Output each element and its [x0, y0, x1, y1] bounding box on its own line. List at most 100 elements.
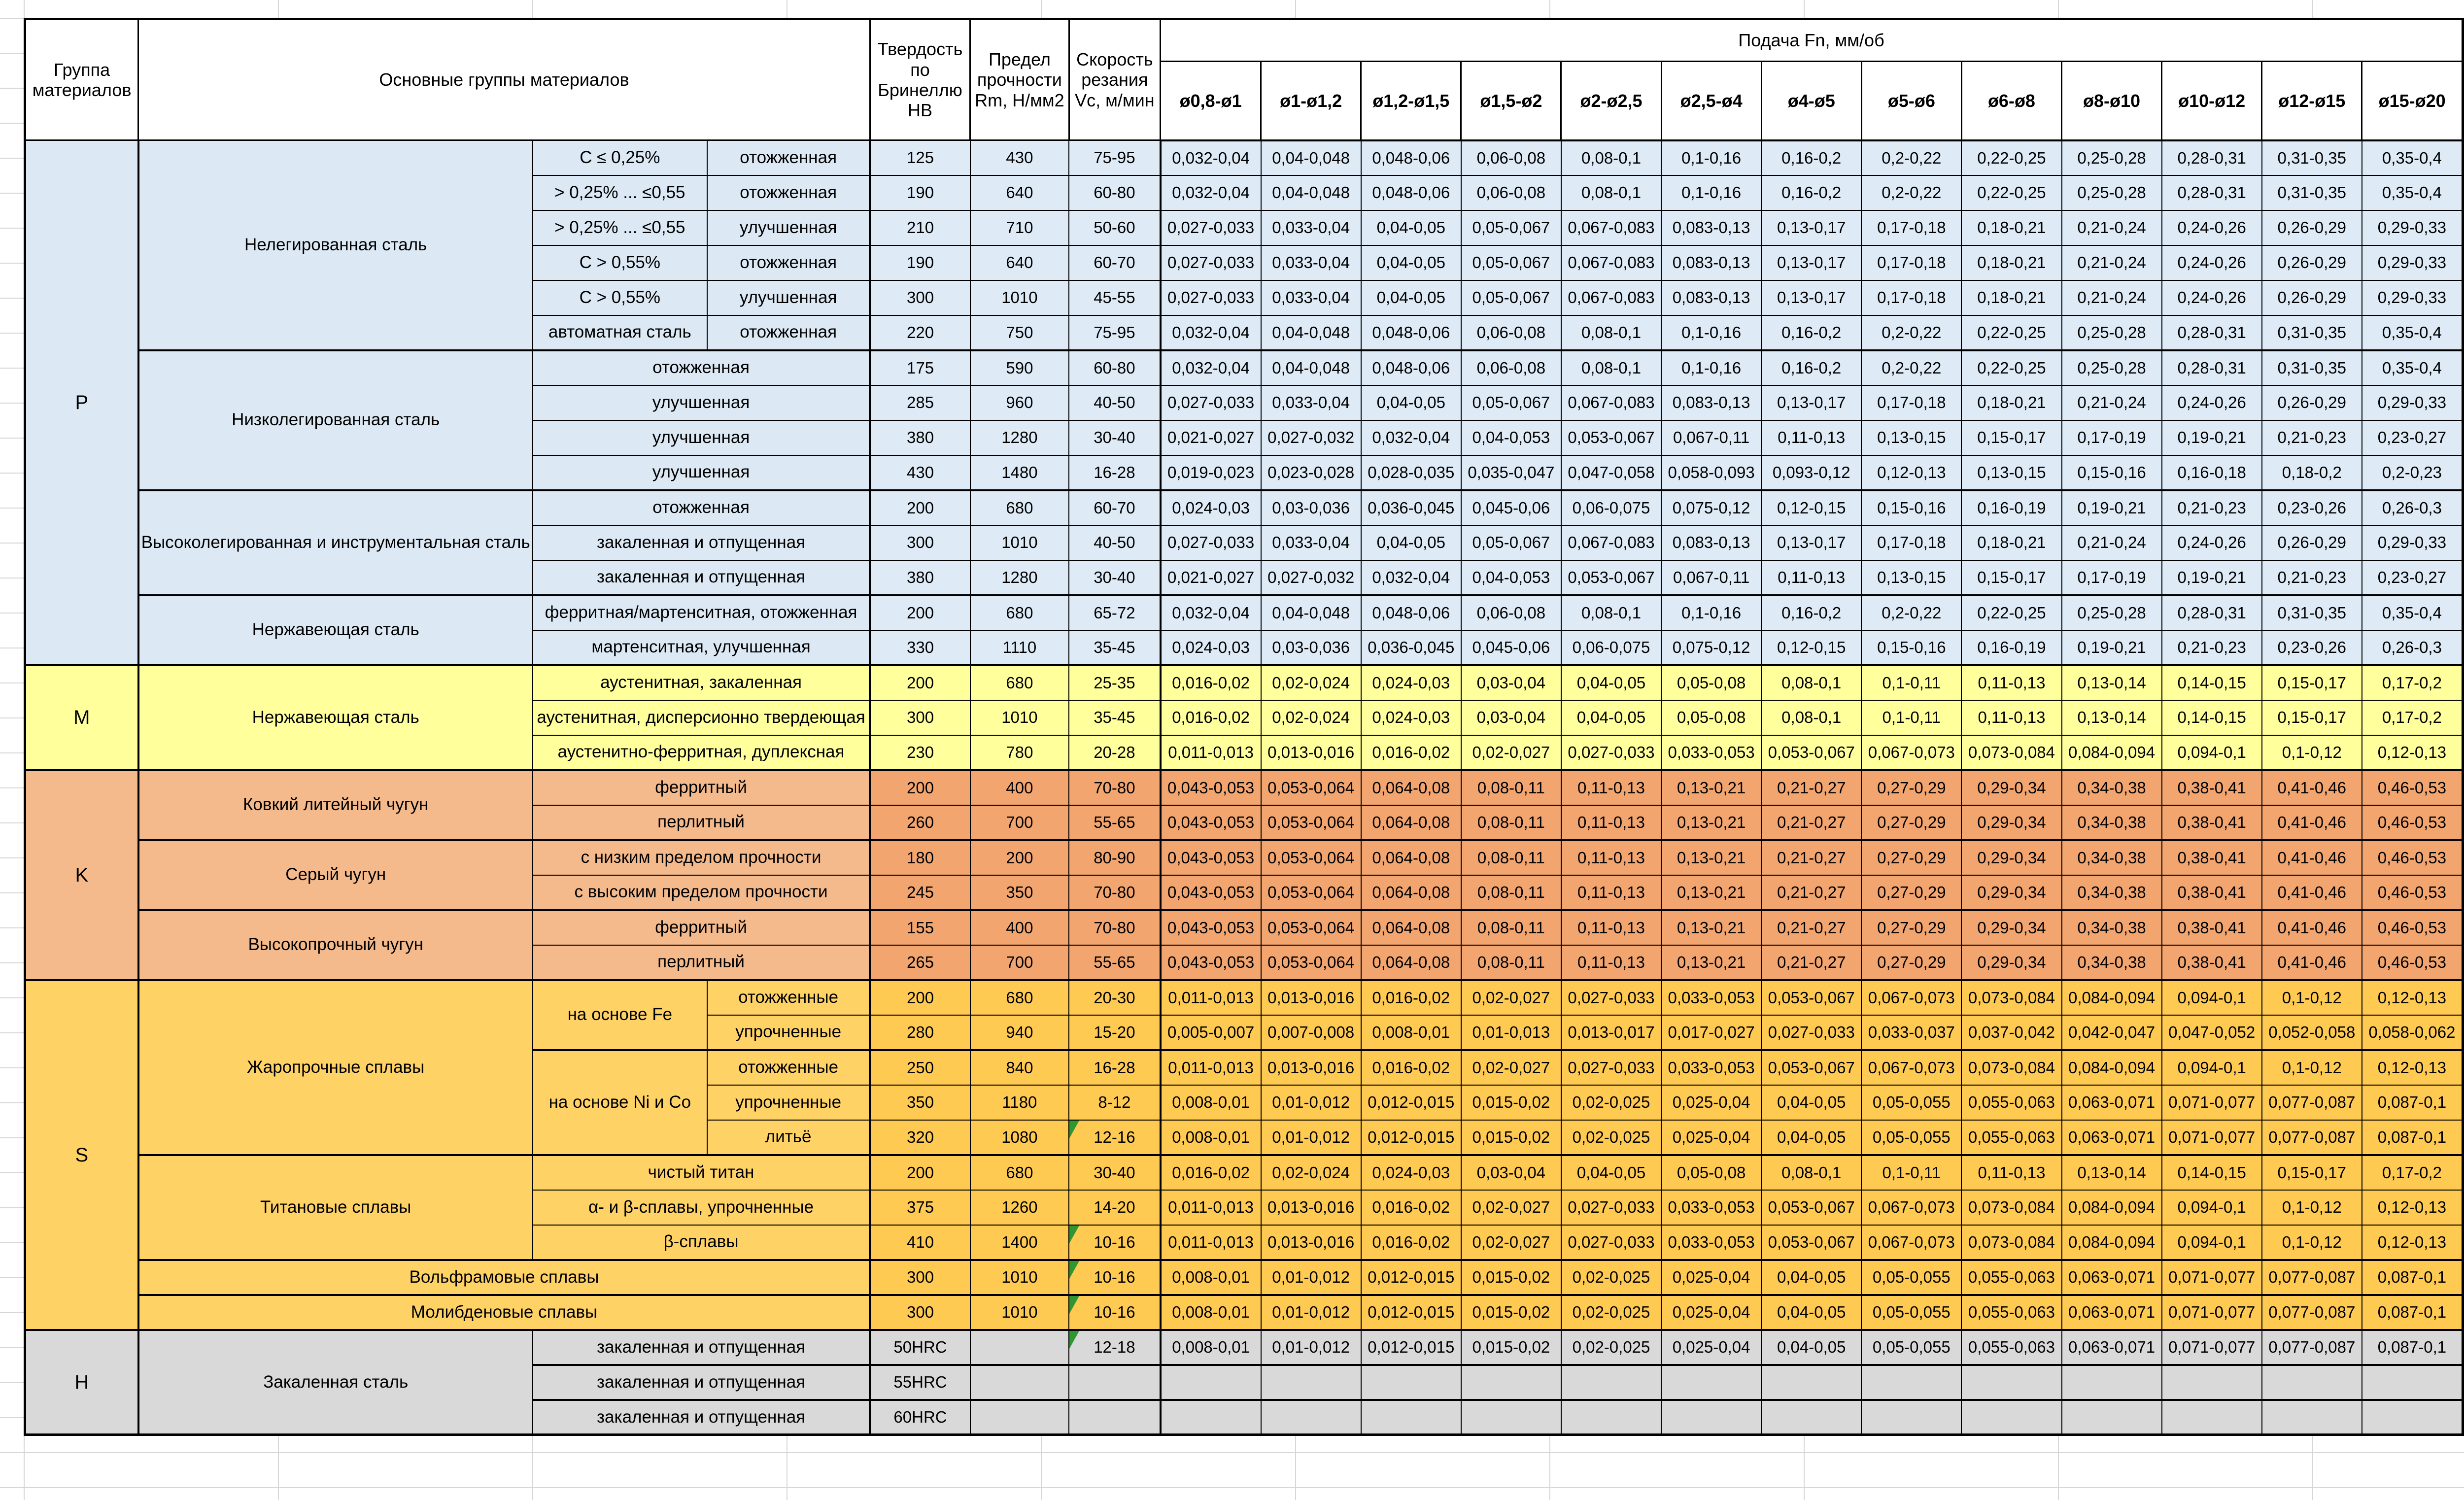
rm-cell[interactable]: 1010	[969, 1294, 1070, 1330]
feed-cell[interactable]: 0,2-0,22	[1861, 594, 1962, 631]
feed-cell[interactable]: 0,025-0,04	[1661, 1084, 1762, 1121]
rm-cell[interactable]: 680	[969, 979, 1070, 1016]
feed-cell[interactable]: 0,11-0,13	[1560, 769, 1662, 806]
feed-cell[interactable]: 0,12-0,13	[2361, 734, 2464, 771]
vc-cell[interactable]: 55-65	[1068, 804, 1161, 841]
col-header-diameter[interactable]: ø10-ø12	[2161, 61, 2263, 141]
feed-cell[interactable]: 0,048-0,06	[1360, 174, 1462, 211]
feed-cell[interactable]: 0,02-0,027	[1460, 1189, 1562, 1226]
feed-cell[interactable]: 0,21-0,24	[2061, 244, 2162, 281]
feed-cell[interactable]: 0,38-0,41	[2161, 874, 2262, 911]
rm-cell[interactable]: 1280	[969, 559, 1070, 596]
col-header-diameter[interactable]: ø1,2-ø1,5	[1360, 61, 1462, 141]
feed-cell[interactable]: 0,41-0,46	[2261, 944, 2362, 981]
feed-cell[interactable]: 0,025-0,04	[1661, 1329, 1762, 1365]
feed-cell[interactable]: 0,016-0,02	[1360, 734, 1462, 771]
feed-cell[interactable]: 0,21-0,27	[1761, 874, 1862, 911]
feed-cell[interactable]: 0,1-0,12	[2261, 1189, 2362, 1226]
feed-cell[interactable]: 0,008-0,01	[1159, 1119, 1262, 1156]
feed-cell[interactable]: 0,094-0,1	[2161, 1049, 2262, 1086]
feed-cell[interactable]: 0,043-0,053	[1159, 769, 1262, 806]
feed-cell[interactable]: 0,036-0,045	[1360, 489, 1462, 526]
feed-cell[interactable]: 0,38-0,41	[2161, 944, 2262, 981]
group-code-cell[interactable]: P	[24, 139, 139, 666]
treatment-cell[interactable]: с низким пределом прочности	[532, 839, 871, 876]
feed-cell[interactable]: 0,23-0,26	[2261, 489, 2362, 526]
feed-cell[interactable]: 0,11-0,13	[1560, 944, 1662, 981]
group-code-cell[interactable]: K	[24, 769, 139, 981]
hb-cell[interactable]: 125	[869, 139, 971, 176]
feed-cell[interactable]: 0,013-0,016	[1260, 734, 1362, 771]
feed-cell[interactable]: 0,011-0,013	[1159, 1189, 1262, 1226]
feed-cell[interactable]: 0,17-0,18	[1861, 279, 1962, 316]
feed-cell[interactable]: 0,12-0,13	[2361, 1189, 2464, 1226]
hb-cell[interactable]: 280	[869, 1014, 971, 1051]
hb-cell[interactable]: 200	[869, 594, 971, 631]
material-name-cell[interactable]: Нержавеющая сталь	[137, 594, 533, 666]
vc-cell[interactable]: 35-45	[1068, 629, 1161, 666]
feed-cell[interactable]: 0,015-0,02	[1460, 1329, 1562, 1365]
feed-cell[interactable]: 0,042-0,047	[2061, 1014, 2162, 1051]
feed-cell[interactable]: 0,12-0,15	[1761, 629, 1862, 666]
feed-cell[interactable]: 0,027-0,033	[1159, 384, 1262, 421]
feed-cell[interactable]: 0,28-0,31	[2161, 314, 2262, 351]
feed-cell[interactable]: 0,027-0,033	[1560, 734, 1662, 771]
vc-cell[interactable]: 30-40	[1068, 1154, 1161, 1191]
treatment-cell[interactable]: отожженные	[706, 1049, 871, 1086]
feed-cell[interactable]: 0,17-0,18	[1861, 209, 1962, 246]
hb-cell[interactable]: 200	[869, 1154, 971, 1191]
feed-cell[interactable]: 0,06-0,075	[1560, 629, 1662, 666]
feed-cell[interactable]: 0,073-0,084	[1961, 979, 2062, 1016]
feed-cell[interactable]: 0,053-0,064	[1260, 839, 1362, 876]
rm-cell[interactable]: 1080	[969, 1119, 1070, 1156]
feed-cell[interactable]: 0,024-0,03	[1159, 629, 1262, 666]
feed-cell[interactable]	[1661, 1398, 1762, 1435]
feed-cell[interactable]: 0,032-0,04	[1360, 559, 1462, 596]
rm-cell[interactable]: 680	[969, 594, 1070, 631]
feed-cell[interactable]: 0,073-0,084	[1961, 1049, 2062, 1086]
hb-cell[interactable]: 190	[869, 244, 971, 281]
feed-cell[interactable]: 0,34-0,38	[2061, 769, 2162, 806]
feed-cell[interactable]: 0,05-0,055	[1861, 1329, 1962, 1365]
feed-cell[interactable]: 0,027-0,033	[1159, 244, 1262, 281]
feed-cell[interactable]: 0,16-0,19	[1961, 629, 2062, 666]
feed-cell[interactable]: 0,055-0,063	[1961, 1294, 2062, 1330]
treatment-cell[interactable]: с высоким пределом прочности	[532, 874, 871, 911]
feed-cell[interactable]: 0,025-0,04	[1661, 1259, 1762, 1295]
rm-cell[interactable]: 1400	[969, 1224, 1070, 1261]
feed-cell[interactable]: 0,12-0,13	[2361, 1224, 2464, 1261]
feed-cell[interactable]: 0,04-0,05	[1761, 1294, 1862, 1330]
feed-cell[interactable]: 0,46-0,53	[2361, 769, 2464, 806]
hb-cell[interactable]: 200	[869, 664, 971, 701]
feed-cell[interactable]: 0,033-0,04	[1260, 209, 1362, 246]
feed-cell[interactable]: 0,13-0,17	[1761, 524, 1862, 561]
col-header-diameter[interactable]: ø12-ø15	[2261, 61, 2363, 141]
feed-cell[interactable]: 0,14-0,15	[2161, 664, 2262, 701]
col-header-diameter[interactable]: ø5-ø6	[1860, 61, 1962, 141]
feed-cell[interactable]: 0,033-0,04	[1260, 524, 1362, 561]
feed-cell[interactable]: 0,077-0,087	[2261, 1084, 2362, 1121]
feed-cell[interactable]: 0,16-0,2	[1761, 139, 1862, 176]
feed-cell[interactable]: 0,24-0,26	[2161, 524, 2262, 561]
treatment-cell[interactable]: мартенситная, улучшенная	[532, 629, 871, 666]
hb-cell[interactable]: 320	[869, 1119, 971, 1156]
feed-cell[interactable]: 0,26-0,3	[2361, 489, 2464, 526]
col-header-materials[interactable]: Основные группы материалов	[137, 18, 871, 141]
feed-cell[interactable]: 0,05-0,067	[1460, 384, 1562, 421]
feed-cell[interactable]: 0,27-0,29	[1861, 944, 1962, 981]
feed-cell[interactable]: 0,05-0,067	[1460, 279, 1562, 316]
treatment-cell[interactable]: перлитный	[532, 944, 871, 981]
feed-cell[interactable]: 0,05-0,08	[1661, 1154, 1762, 1191]
feed-cell[interactable]: 0,048-0,06	[1360, 139, 1462, 176]
feed-cell[interactable]: 0,048-0,06	[1360, 314, 1462, 351]
feed-cell[interactable]: 0,08-0,1	[1761, 699, 1862, 736]
feed-cell[interactable]: 0,016-0,02	[1360, 979, 1462, 1016]
feed-cell[interactable]: 0,18-0,21	[1961, 384, 2062, 421]
feed-cell[interactable]: 0,04-0,05	[1761, 1259, 1862, 1295]
feed-cell[interactable]: 0,027-0,033	[1560, 1049, 1662, 1086]
feed-cell[interactable]: 0,29-0,33	[2361, 209, 2464, 246]
treatment-cell[interactable]: β-сплавы	[532, 1224, 871, 1261]
feed-cell[interactable]: 0,012-0,015	[1360, 1084, 1462, 1121]
feed-cell[interactable]: 0,02-0,025	[1560, 1119, 1662, 1156]
feed-cell[interactable]: 0,04-0,048	[1260, 349, 1362, 386]
